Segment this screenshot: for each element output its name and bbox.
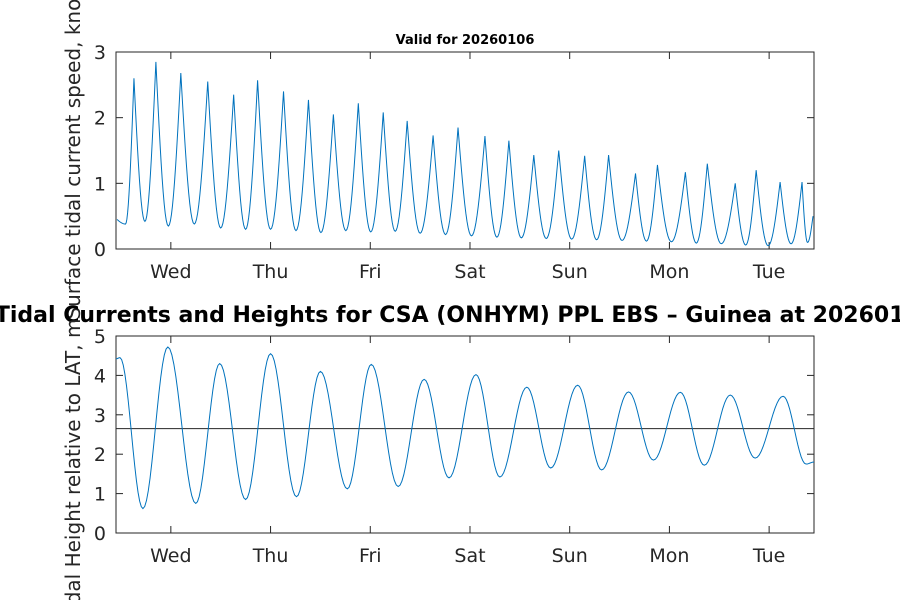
height-xtick-label: Thu [252,545,289,567]
height-ytick-label: 0 [94,523,106,545]
height-xtick-label: Mon [649,545,689,567]
speed-axes-box [115,51,815,250]
height-xtick-label: Sun [552,545,588,567]
height-series-line [115,346,815,510]
height-ylabel: Tidal Height relative to LAT, m [61,319,85,600]
height-axes-box [115,335,815,534]
speed-axes-title: Valid for 20260106 [396,33,535,48]
speed-xtick-label: Sat [454,261,485,283]
speed-series-line [116,61,814,247]
height-xtick-label: Tue [752,545,785,567]
speed-xtick-label: Sun [552,261,588,283]
speed-xtick-label: Mon [649,261,689,283]
speed-ytick-label: 1 [94,173,106,195]
speed-ylabel: Surface tidal current speed, knots [61,0,85,320]
height-axes: Tidal Height relative to LAT, m 0 1 2 3 4 5 We… [61,319,815,600]
height-ytick-label: 5 [94,326,106,348]
height-xtick-label: Fri [359,545,382,567]
speed-xtick-label: Fri [359,261,382,283]
speed-ytick-label: 2 [94,108,106,130]
height-ticks [116,335,814,534]
height-ytick-label: 3 [94,405,106,427]
speed-tick-labels: 0 1 2 3 Wed Thu Fri Sat Sun Mon Tue [94,42,785,283]
speed-xtick-label: Tue [752,261,785,283]
speed-ytick-label: 0 [94,239,106,261]
height-ytick-label: 2 [94,444,106,466]
speed-ticks [116,51,814,250]
height-ytick-label: 1 [94,484,106,506]
speed-axes: Valid for 20260106 Surface tidal current… [61,0,815,320]
height-tick-labels: 0 1 2 3 4 5 Wed Thu Fri Sat Sun Mon Tue [94,326,785,567]
speed-xtick-label: Thu [252,261,289,283]
speed-ytick-label: 3 [94,42,106,64]
height-xtick-label: Wed [150,545,191,567]
height-ytick-label: 4 [94,365,106,387]
main-title: Tidal Currents and Heights for CSA (ONHY… [0,303,900,328]
height-xtick-label: Sat [454,545,485,567]
speed-xtick-label: Wed [150,261,191,283]
